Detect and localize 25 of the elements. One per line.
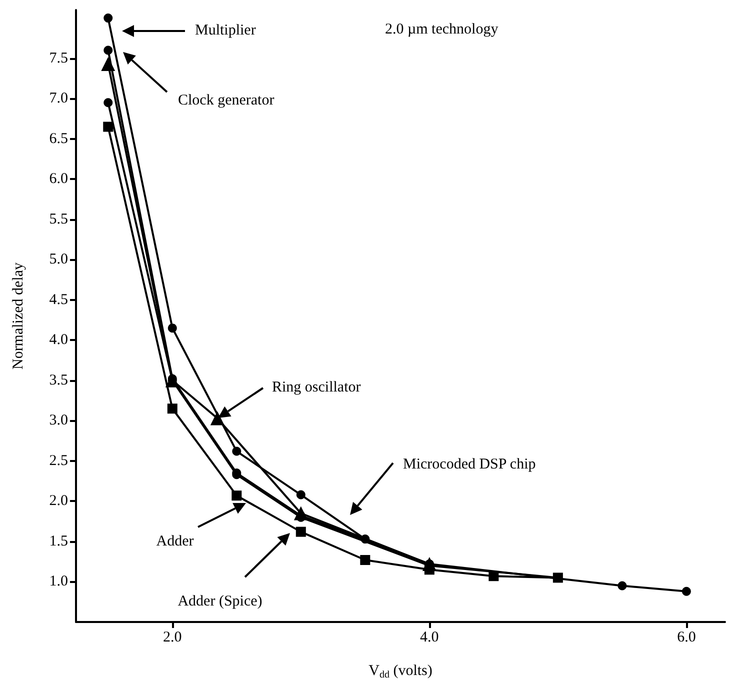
y-tick-label: 5.5 (49, 211, 68, 228)
annotation: Microcoded DSP chip (403, 456, 536, 472)
annotation: 2.0 µm technology (385, 22, 498, 38)
y-axis-title: Normalized delay (10, 262, 26, 370)
y-tick-label: 2.5 (49, 452, 68, 469)
y-tick-label: 4.0 (49, 332, 68, 348)
y-tick-label: 6.0 (49, 171, 68, 188)
annotation: Multiplier (195, 22, 256, 38)
y-tick-label: 6.5 (49, 130, 68, 147)
x-tick-label: 2.0 (163, 630, 182, 646)
y-tick-label: 1.0 (49, 574, 68, 590)
y-tick-label: 5.0 (49, 252, 68, 268)
annotation: Adder (Spice) (178, 594, 262, 610)
y-tick-label: 3.0 (49, 412, 68, 429)
annotation: Adder (156, 534, 194, 550)
x-tick-label: 4.0 (420, 630, 439, 646)
x-tick-label: 6.0 (677, 630, 696, 646)
annotation: Clock generator (178, 92, 274, 108)
y-tick-label: 1.5 (49, 533, 68, 550)
y-tick-label: 4.5 (49, 292, 68, 308)
y-tick-label: 2.0 (49, 493, 68, 510)
y-tick-label: 7.5 (49, 50, 68, 66)
annotation: Ring oscillator (272, 380, 361, 396)
y-tick-label: 3.5 (49, 372, 68, 388)
y-tick-label: 7.0 (49, 90, 68, 107)
